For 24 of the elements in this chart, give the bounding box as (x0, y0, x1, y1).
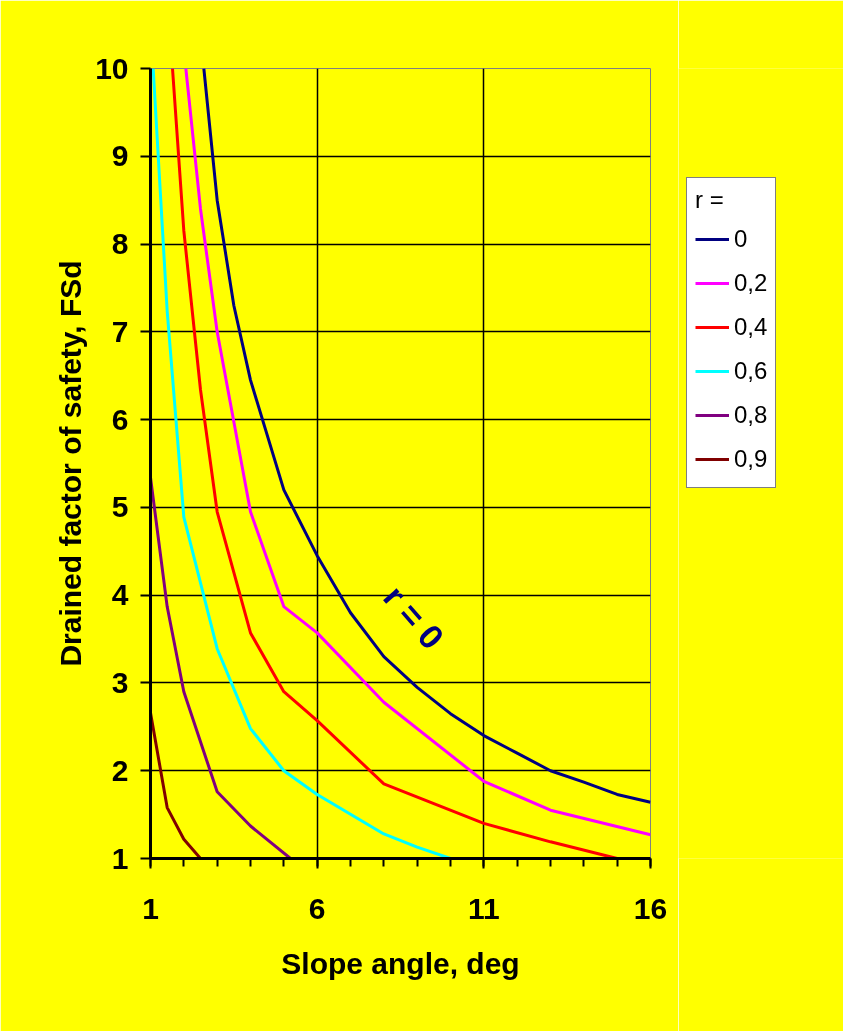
y-tick-label: 2 (111, 753, 129, 787)
y-tick-label: 8 (111, 227, 129, 261)
x-tick-label: 11 (467, 891, 500, 925)
x-tick-label: 16 (633, 891, 668, 925)
y-tick-label: 7 (111, 314, 129, 348)
legend-label: 0,4 (734, 312, 768, 342)
legend-label: 0 (734, 224, 749, 254)
x-tick-label: 6 (308, 891, 326, 925)
x-tick-label: 1 (142, 891, 159, 925)
legend-title: r = (695, 186, 725, 214)
y-tick-label: 6 (111, 402, 129, 436)
y-tick-label: 10 (95, 51, 129, 85)
annotation: r = 0 (376, 577, 452, 657)
legend-label: 0,9 (734, 444, 768, 474)
y-axis-title: Drained factor of safety, FSd (54, 260, 88, 667)
y-tick-label: 9 (111, 139, 129, 173)
legend-label: 0,8 (734, 400, 768, 430)
legend-label: 0,6 (734, 356, 768, 386)
y-tick-label: 4 (111, 578, 129, 612)
y-tick-label: 3 (111, 665, 129, 699)
y-tick-label: 5 (111, 490, 129, 524)
y-tick-label: 1 (111, 841, 129, 875)
x-axis-title: Slope angle, deg (281, 946, 520, 980)
legend-label: 0,2 (734, 268, 768, 298)
